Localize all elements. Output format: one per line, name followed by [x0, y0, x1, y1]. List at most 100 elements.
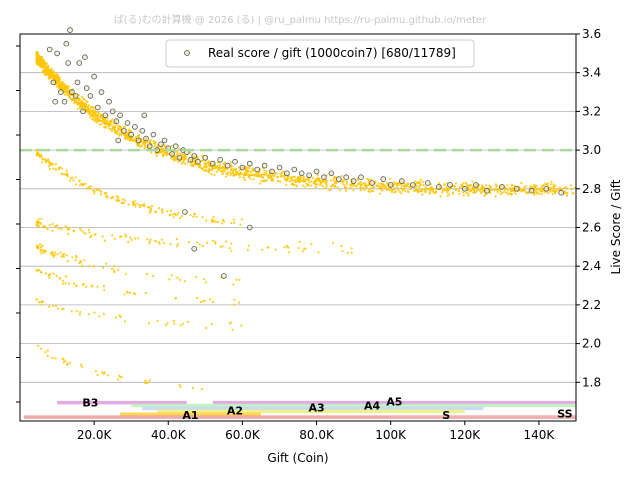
data-point [81, 283, 84, 286]
data-point [111, 195, 114, 198]
data-point [211, 167, 214, 170]
real-score-point [461, 186, 468, 192]
data-point [503, 187, 506, 190]
data-point [234, 168, 237, 171]
data-point [248, 175, 251, 178]
real-score-point [269, 168, 275, 175]
data-point [161, 208, 164, 211]
data-point [128, 137, 131, 140]
data-point [403, 189, 406, 192]
data-point [148, 242, 151, 245]
data-point [173, 156, 176, 159]
data-point [52, 77, 55, 80]
data-point [116, 199, 120, 203]
data-point [149, 207, 152, 210]
data-point [432, 189, 435, 192]
data-point [47, 77, 50, 80]
data-point [220, 170, 223, 173]
data-point [169, 209, 172, 212]
data-point [164, 151, 167, 155]
y-tick-label: 3.0 [582, 143, 601, 157]
data-point [93, 192, 96, 195]
data-point [43, 226, 46, 229]
data-point [343, 184, 346, 187]
data-point [310, 184, 313, 187]
data-point [210, 323, 213, 326]
data-point [115, 195, 118, 198]
data-point [260, 173, 263, 176]
data-point [383, 184, 387, 187]
y-tick-label: 2.4 [582, 259, 601, 273]
data-point [239, 223, 242, 226]
real-score-point [254, 166, 261, 173]
data-point [118, 134, 121, 137]
data-point [284, 177, 287, 180]
data-point [248, 173, 251, 177]
data-point [498, 188, 501, 191]
data-point [406, 190, 409, 193]
data-point [330, 185, 333, 188]
data-point [485, 193, 488, 196]
data-point [46, 159, 49, 162]
data-point [221, 245, 224, 248]
data-point [372, 186, 376, 189]
data-point [298, 178, 301, 181]
data-point [56, 85, 59, 88]
data-point [104, 119, 107, 122]
data-point [494, 195, 497, 198]
data-point [266, 174, 269, 177]
data-point [160, 238, 163, 241]
data-point [123, 293, 126, 296]
data-point [469, 184, 472, 187]
data-point [52, 167, 55, 170]
data-point [170, 157, 173, 160]
data-point [149, 238, 152, 241]
data-point [399, 186, 403, 190]
data-point [317, 251, 320, 254]
data-point [261, 176, 265, 179]
data-point [136, 202, 139, 205]
data-point [179, 385, 182, 389]
data-point [189, 151, 192, 154]
data-point [145, 273, 148, 276]
data-point [323, 187, 326, 190]
data-point [238, 176, 241, 179]
data-point [524, 190, 527, 193]
data-point [342, 180, 345, 183]
data-point [380, 186, 383, 189]
rank-label-a3: A3 [308, 401, 324, 414]
data-point [57, 168, 61, 171]
data-point [102, 118, 105, 121]
data-point [142, 204, 145, 207]
data-point [127, 240, 130, 243]
data-point [62, 255, 65, 258]
data-point [88, 231, 91, 234]
data-point [54, 251, 57, 254]
data-point [51, 250, 54, 254]
data-point [61, 80, 64, 83]
data-point [74, 258, 77, 261]
data-point [246, 166, 249, 169]
data-point [549, 190, 552, 193]
data-point [424, 191, 427, 194]
data-point [48, 276, 51, 279]
data-point [159, 151, 162, 154]
data-point [117, 127, 120, 130]
data-point [150, 204, 154, 207]
data-point [556, 188, 559, 191]
data-point [78, 313, 81, 316]
data-point [380, 182, 383, 185]
data-point [565, 194, 569, 197]
data-point [390, 189, 393, 192]
real-score-point [106, 98, 112, 105]
data-point [112, 125, 115, 128]
data-point [35, 221, 39, 224]
data-point [262, 173, 265, 176]
data-point [70, 310, 73, 313]
real-score-point [209, 160, 216, 167]
data-point [60, 228, 63, 231]
real-score-point [369, 180, 375, 186]
data-point [178, 383, 181, 386]
data-point [115, 123, 118, 126]
data-point [418, 182, 421, 185]
